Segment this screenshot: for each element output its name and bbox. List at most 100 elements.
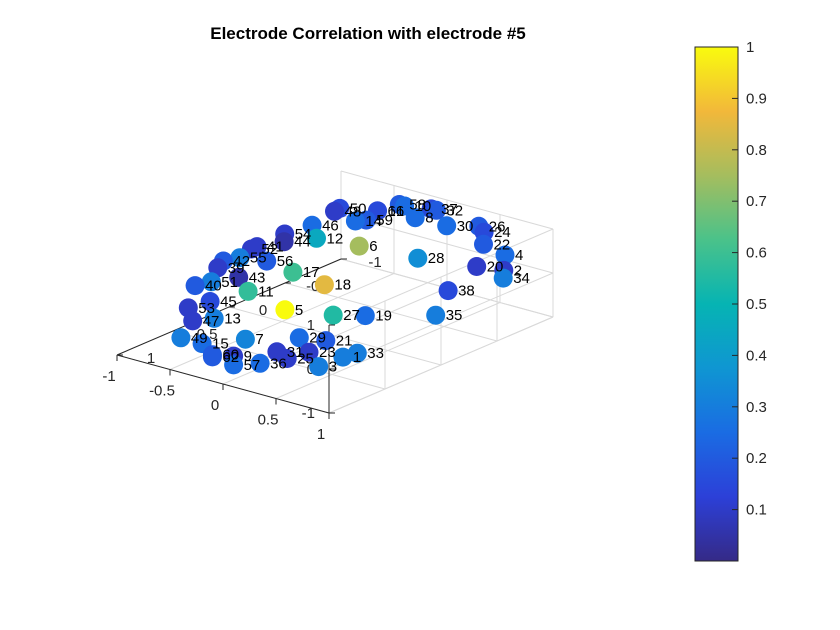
electrode-label: 38 [458,283,475,300]
electrode-point [204,308,224,328]
x-tick-label: -1 [368,254,381,271]
z-tick-label: -1 [302,405,315,422]
electrode-point [283,262,303,282]
electrode-label: 57 [244,357,261,374]
colorbar-tick-label: 0.8 [746,142,767,159]
electrode-point [277,349,297,368]
electrode-label: 32 [446,202,463,219]
electrode-label: 21 [336,333,353,350]
wall-grid-line [340,170,554,230]
electrode-point [323,305,343,325]
electrode-label: 62 [222,349,239,366]
electrode-label: 37 [441,201,458,218]
x-tick-label: 1 [147,350,155,367]
electrode-label: 23 [319,344,336,361]
electrode-label: 50 [350,200,367,217]
electrode-point [229,267,249,287]
electrode-label: 25 [297,351,314,368]
electrode-point [437,216,457,236]
electrode-label: 42 [233,253,250,270]
electrode-point [325,201,344,221]
electrode-point [495,245,515,265]
x-tick-label: 0 [259,302,267,319]
y-tick-label: -0.5 [149,383,175,400]
electrode-label: 15 [212,336,229,353]
floor-grid-line [275,302,501,399]
colorbar-tick-label: 1 [746,39,754,56]
electrode-point [230,248,250,268]
electrode-label: 45 [220,294,237,311]
electrode-label: 41 [267,239,284,256]
electrode-label: 24 [494,224,511,241]
electrode-label: 55 [250,250,267,267]
colorbar-tick-label: 0.3 [746,399,767,416]
electrode-label: 28 [428,250,445,267]
electrode-label: 13 [224,310,241,327]
electrode-point [493,268,513,288]
electrode-point [474,234,493,254]
electrode-label: 46 [322,217,339,234]
electrode-point [275,300,295,320]
electrode-point [200,292,220,311]
electrode-label: 36 [270,355,287,372]
electrode-label: 7 [255,331,263,348]
electrode-label: 43 [249,269,266,286]
chart-title: Electrode Correlation with electrode #5 [210,24,526,43]
electrode-point [171,328,191,348]
electrode-point [238,281,258,301]
electrode-label: 40 [205,278,222,295]
electrode-point [202,347,222,367]
electrode-point [316,331,336,351]
electrode-point [309,357,329,377]
electrode-label: 54 [295,226,312,243]
electrode-label: 6 [369,238,377,255]
electrode-label: 4 [515,247,523,264]
colorbar-tick-label: 0.1 [746,502,767,519]
electrode-point [299,342,319,362]
electrode-point [224,355,244,375]
electrode-label: 35 [446,307,463,324]
colorbar-gradient [694,46,739,562]
electrode-point [438,281,458,301]
electrode-label: 49 [191,330,208,347]
electrode-point [355,306,375,326]
electrode-label: 17 [303,264,320,281]
electrode-label: 19 [375,308,392,325]
electrode-label: 14 [365,213,382,230]
electrode-point [426,305,446,325]
z-tick-label: 1 [307,317,315,334]
colorbar-ticks: 0.1 0.2 0.3 0.4 0.5 0.6 0.7 0.8 0.9 1 [732,39,767,519]
electrode-point [201,272,221,292]
electrode-label: 18 [334,277,351,294]
colorbar-tick-label: 0.5 [746,296,767,313]
electrode-label: 1 [353,349,361,366]
electrode-label: 12 [327,230,344,247]
electrode-point [426,200,446,220]
y-tick-label: -1 [102,368,115,385]
wall-grid-line [328,316,554,414]
electrode-point [307,228,326,248]
electrode-label: 60 [222,347,239,364]
electrode-label: 10 [415,198,432,215]
colorbar-tick-label: 0.7 [746,193,767,210]
colorbar-tick-label: 0.2 [746,450,767,467]
colorbar-tick-label: 0.6 [746,245,767,262]
electrode-point [235,329,255,349]
electrode-point [405,208,425,228]
electrode-label: 33 [367,345,384,362]
wall-grid-line [340,214,554,274]
electrode-label: 48 [345,203,362,220]
electrode-label: 59 [376,212,393,229]
electrode-point [185,276,205,296]
electrode-label: 3 [329,359,337,376]
electrode-label: 44 [294,234,311,251]
electrode-label: 56 [277,253,294,270]
electrode-label: 22 [494,236,511,253]
electrode-point [314,275,334,295]
colorbar-tick-label: 0.4 [746,347,767,364]
electrode-label: 9 [244,348,252,365]
electrode-label: 26 [489,218,506,235]
electrode-point [347,343,367,363]
electrode-label: 27 [343,307,360,324]
